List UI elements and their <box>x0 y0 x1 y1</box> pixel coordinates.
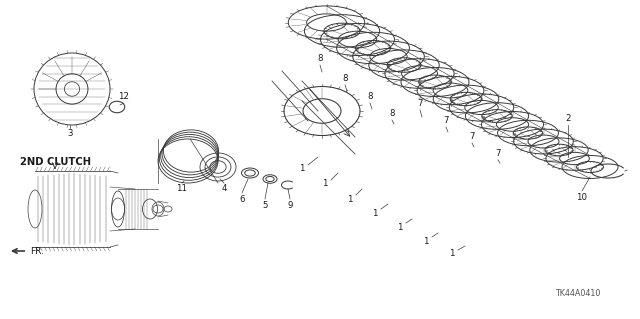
Text: 8: 8 <box>367 93 372 101</box>
Text: 9: 9 <box>287 201 292 210</box>
Text: 8: 8 <box>317 55 323 63</box>
Text: 11: 11 <box>177 184 188 194</box>
Text: 5: 5 <box>262 201 268 210</box>
Text: TK44A0410: TK44A0410 <box>555 290 600 299</box>
Text: 1: 1 <box>300 165 305 174</box>
Text: FR.: FR. <box>13 247 44 256</box>
Text: 10: 10 <box>577 192 588 202</box>
Text: 1: 1 <box>397 222 403 232</box>
Text: 1: 1 <box>323 180 328 189</box>
Text: 7: 7 <box>469 132 475 142</box>
Text: 1: 1 <box>348 195 353 204</box>
Text: 2: 2 <box>565 115 571 123</box>
Text: 8: 8 <box>342 75 348 84</box>
Text: 7: 7 <box>495 150 500 159</box>
Text: 6: 6 <box>239 195 244 204</box>
Text: 8: 8 <box>389 109 395 118</box>
Text: 12: 12 <box>118 93 129 101</box>
Text: 4: 4 <box>221 184 227 194</box>
Text: 7: 7 <box>444 116 449 125</box>
Text: 1: 1 <box>372 209 378 218</box>
Text: 3: 3 <box>67 130 73 138</box>
Text: 1: 1 <box>449 249 455 258</box>
Text: 1: 1 <box>423 236 429 246</box>
Text: 7: 7 <box>417 100 423 108</box>
Text: 2ND CLUTCH: 2ND CLUTCH <box>20 157 91 167</box>
